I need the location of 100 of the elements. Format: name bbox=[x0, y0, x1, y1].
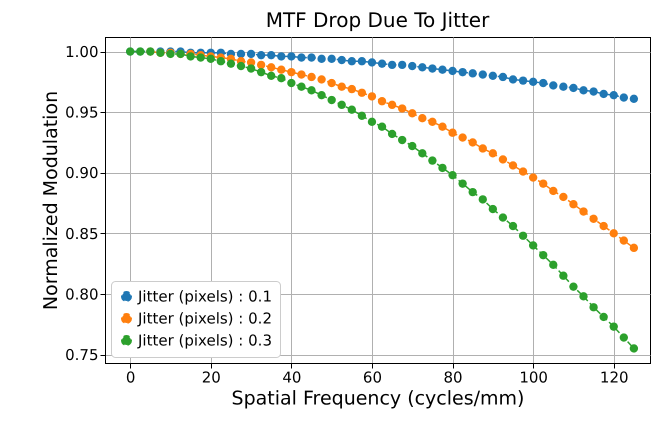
point bbox=[277, 66, 286, 74]
point bbox=[488, 149, 498, 158]
point bbox=[579, 86, 588, 94]
point bbox=[418, 149, 427, 158]
x-tick-label: 120 bbox=[600, 368, 629, 386]
point bbox=[317, 90, 326, 100]
point bbox=[418, 63, 427, 72]
point bbox=[418, 114, 427, 122]
point bbox=[398, 60, 406, 70]
point bbox=[317, 54, 326, 63]
legend-label: Jitter (pixels) : 0.1 bbox=[137, 288, 272, 306]
point bbox=[518, 76, 528, 85]
point bbox=[358, 88, 366, 97]
x-tick-label: 20 bbox=[202, 368, 221, 386]
point bbox=[398, 104, 406, 113]
point bbox=[256, 60, 266, 70]
point bbox=[468, 69, 477, 78]
point bbox=[498, 72, 508, 82]
y-tick-label: 0.75 bbox=[65, 346, 98, 364]
y-tick-label: 0.90 bbox=[65, 164, 98, 182]
point bbox=[438, 66, 447, 74]
point bbox=[528, 241, 538, 250]
point bbox=[378, 122, 386, 131]
point bbox=[216, 57, 226, 66]
point bbox=[236, 50, 246, 58]
point bbox=[438, 164, 447, 172]
point bbox=[267, 72, 276, 80]
point bbox=[508, 222, 518, 230]
point bbox=[630, 244, 638, 252]
point bbox=[620, 236, 628, 245]
point bbox=[559, 82, 568, 91]
point bbox=[388, 100, 396, 110]
point bbox=[358, 57, 366, 66]
point bbox=[196, 53, 205, 62]
point bbox=[610, 322, 618, 331]
point bbox=[327, 96, 336, 104]
point bbox=[468, 188, 477, 196]
legend-label: Jitter (pixels) : 0.3 bbox=[137, 332, 272, 350]
point bbox=[378, 59, 386, 68]
point bbox=[528, 78, 538, 86]
point bbox=[277, 74, 286, 82]
y-tick-label: 1.00 bbox=[65, 43, 98, 62]
point bbox=[579, 292, 588, 301]
point bbox=[338, 82, 346, 91]
point bbox=[388, 60, 396, 70]
point bbox=[348, 57, 356, 66]
chart-title: MTF Drop Due To Jitter bbox=[266, 8, 490, 32]
point bbox=[579, 207, 588, 216]
point bbox=[630, 94, 638, 103]
point bbox=[458, 68, 467, 76]
y-tick-label: 0.95 bbox=[65, 104, 98, 122]
point bbox=[539, 250, 548, 260]
point bbox=[589, 303, 598, 312]
point bbox=[448, 66, 457, 76]
point bbox=[348, 84, 356, 94]
point bbox=[498, 213, 508, 222]
point bbox=[277, 52, 286, 61]
point bbox=[448, 170, 457, 180]
point bbox=[378, 97, 386, 106]
point bbox=[338, 56, 346, 64]
x-axis-title: Spatial Frequency (cycles/mm) bbox=[232, 388, 524, 410]
point bbox=[428, 64, 437, 73]
point bbox=[256, 51, 266, 60]
point bbox=[287, 78, 296, 88]
point bbox=[438, 122, 447, 131]
point bbox=[620, 93, 628, 102]
point bbox=[368, 92, 376, 101]
point bbox=[358, 112, 366, 120]
point bbox=[508, 75, 518, 84]
point bbox=[246, 50, 256, 58]
y-tick-label: 0.80 bbox=[65, 285, 98, 304]
point bbox=[508, 161, 518, 170]
point bbox=[428, 118, 437, 126]
x-tick-label: 60 bbox=[362, 368, 382, 386]
point bbox=[518, 232, 528, 240]
x-tick-label: 40 bbox=[282, 368, 302, 386]
point bbox=[256, 68, 266, 76]
point bbox=[246, 64, 256, 73]
point bbox=[267, 63, 276, 72]
point bbox=[610, 90, 618, 100]
point bbox=[488, 72, 498, 80]
point bbox=[388, 130, 396, 138]
point bbox=[338, 100, 346, 110]
point bbox=[589, 214, 598, 223]
point bbox=[408, 142, 416, 150]
point bbox=[539, 179, 548, 188]
point bbox=[498, 155, 508, 164]
point bbox=[428, 156, 437, 165]
point bbox=[518, 167, 528, 176]
point bbox=[569, 84, 578, 92]
point bbox=[297, 82, 306, 91]
point bbox=[368, 118, 376, 126]
x-tick-label: 100 bbox=[519, 368, 548, 386]
x-tick-label: 80 bbox=[444, 368, 463, 386]
point bbox=[236, 62, 246, 70]
point bbox=[297, 70, 306, 79]
point bbox=[307, 72, 316, 82]
point bbox=[348, 106, 356, 114]
point bbox=[297, 53, 306, 62]
point bbox=[368, 58, 376, 67]
